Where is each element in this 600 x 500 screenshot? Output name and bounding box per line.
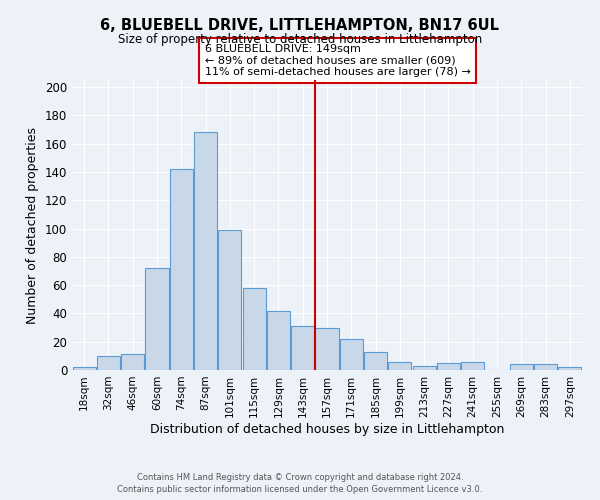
- Bar: [97, 356, 120, 370]
- Bar: [388, 362, 412, 370]
- Bar: [242, 288, 266, 370]
- Text: 6 BLUEBELL DRIVE: 149sqm
← 89% of detached houses are smaller (609)
11% of semi-: 6 BLUEBELL DRIVE: 149sqm ← 89% of detach…: [205, 44, 470, 77]
- Bar: [534, 364, 557, 370]
- Y-axis label: Number of detached properties: Number of detached properties: [26, 126, 39, 324]
- Text: Contains HM Land Registry data © Crown copyright and database right 2024.
Contai: Contains HM Land Registry data © Crown c…: [118, 472, 482, 494]
- Bar: [316, 328, 338, 370]
- Bar: [267, 310, 290, 370]
- Text: Size of property relative to detached houses in Littlehampton: Size of property relative to detached ho…: [118, 32, 482, 46]
- Bar: [218, 230, 241, 370]
- Bar: [121, 354, 144, 370]
- Bar: [413, 366, 436, 370]
- Bar: [340, 339, 363, 370]
- Bar: [461, 362, 484, 370]
- X-axis label: Distribution of detached houses by size in Littlehampton: Distribution of detached houses by size …: [150, 422, 504, 436]
- Text: 6, BLUEBELL DRIVE, LITTLEHAMPTON, BN17 6UL: 6, BLUEBELL DRIVE, LITTLEHAMPTON, BN17 6…: [101, 18, 499, 32]
- Bar: [559, 367, 581, 370]
- Bar: [291, 326, 314, 370]
- Bar: [73, 367, 95, 370]
- Bar: [194, 132, 217, 370]
- Bar: [364, 352, 387, 370]
- Bar: [170, 169, 193, 370]
- Bar: [145, 268, 169, 370]
- Bar: [510, 364, 533, 370]
- Bar: [437, 363, 460, 370]
